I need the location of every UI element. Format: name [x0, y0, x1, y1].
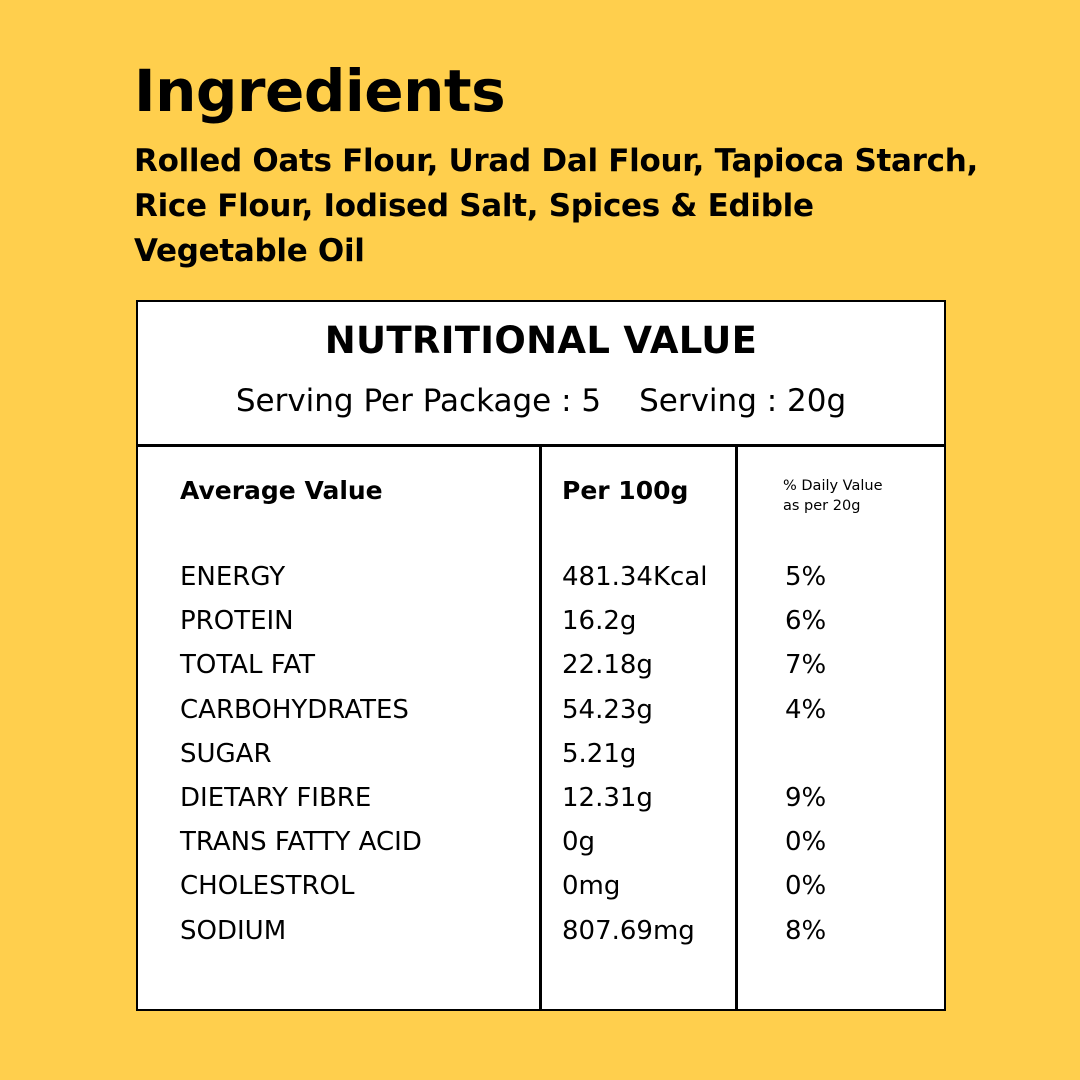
nutrition-header: NUTRITIONAL VALUE Serving Per Package : …: [138, 302, 944, 447]
table-row: CARBOHYDRATES 54.23g 4%: [138, 697, 944, 741]
column-divider: [735, 444, 738, 1009]
nutrient-name: DIETARY FIBRE: [180, 782, 372, 813]
nutrient-daily-value: 0%: [785, 827, 827, 858]
table-row: CHOLESTROL 0mg 0%: [138, 873, 944, 917]
nutrient-name: CARBOHYDRATES: [180, 694, 409, 725]
nutrient-value: 5.21g: [562, 738, 637, 769]
nutrient-daily-value: 5%: [785, 562, 827, 592]
nutrient-value: 22.18g: [562, 650, 653, 681]
nutrient-daily-value: 7%: [785, 650, 827, 681]
nutrient-name: PROTEIN: [180, 606, 294, 637]
nutrient-daily-value: 0%: [785, 871, 827, 902]
nutrient-value: 0g: [562, 827, 596, 858]
column-divider: [539, 444, 542, 1009]
table-row: SODIUM 807.69mg 8%: [138, 918, 944, 962]
ingredients-list: Rolled Oats Flour, Urad Dal Flour, Tapio…: [134, 143, 978, 269]
nutrient-name: SODIUM: [180, 915, 287, 946]
column-header-average-value: Average Value: [180, 476, 383, 505]
nutrient-value: 54.23g: [562, 694, 653, 725]
table-row: SUGAR 5.21g: [138, 741, 944, 785]
column-header-daily-value: % Daily Value as per 20g: [783, 476, 923, 516]
table-row: PROTEIN 16.2g 6%: [138, 608, 944, 652]
nutrient-value: 12.31g: [562, 782, 653, 813]
column-header-per-100g: Per 100g: [562, 476, 689, 505]
table-row: ENERGY 481.34Kcal 5%: [138, 564, 944, 608]
nutrient-daily-value: 6%: [785, 606, 827, 637]
serving-info: Serving Per Package : 5 Serving : 20g: [138, 386, 944, 417]
nutrient-value: 807.69mg: [562, 915, 695, 946]
nutrient-name: TRANS FATTY ACID: [180, 827, 422, 858]
ingredients-title: Ingredients: [134, 57, 506, 125]
daily-value-basis: as per 20g: [783, 498, 861, 514]
nutrient-daily-value: 9%: [785, 782, 827, 813]
nutrient-value: 16.2g: [562, 606, 637, 637]
nutrition-title: NUTRITIONAL VALUE: [324, 319, 758, 362]
nutrient-value: 0mg: [562, 871, 621, 902]
table-row: TRANS FATTY ACID 0g 0%: [138, 829, 944, 873]
daily-value-label: % Daily Value: [783, 478, 883, 494]
serving-per-package: Serving Per Package : 5: [235, 383, 602, 419]
nutrient-name: SUGAR: [180, 738, 272, 769]
nutrient-daily-value: 8%: [785, 915, 827, 946]
serving-size: Serving : 20g: [639, 383, 847, 419]
nutrient-name: CHOLESTROL: [180, 871, 355, 902]
nutrition-table: NUTRITIONAL VALUE Serving Per Package : …: [136, 300, 946, 1011]
nutrient-rows: ENERGY 481.34Kcal 5% PROTEIN 16.2g 6% TO…: [138, 564, 944, 962]
table-row: TOTAL FAT 22.18g 7%: [138, 652, 944, 696]
nutrient-name: ENERGY: [180, 562, 286, 592]
nutrient-value: 481.34Kcal: [562, 562, 708, 592]
nutrient-daily-value: 4%: [785, 694, 827, 725]
nutrient-name: TOTAL FAT: [180, 650, 315, 681]
table-row: DIETARY FIBRE 12.31g 9%: [138, 785, 944, 829]
